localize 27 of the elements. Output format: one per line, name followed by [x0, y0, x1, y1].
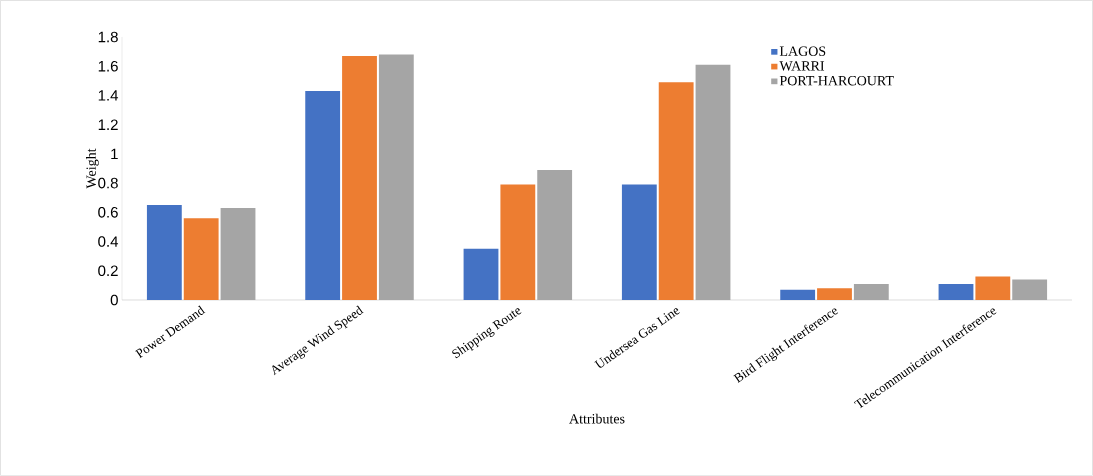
- y-tick-label: 0.4: [98, 236, 119, 247]
- y-tick-label: 0.2: [98, 265, 118, 277]
- bar: [817, 288, 852, 300]
- bar: [463, 248, 499, 300]
- legend-label: LAGOS: [779, 46, 826, 56]
- bar: [621, 184, 657, 300]
- y-tick-label: 1: [111, 148, 118, 160]
- bar: [146, 205, 182, 300]
- y-tick-label: 0: [110, 294, 118, 306]
- bar: [975, 276, 1011, 300]
- bar: [500, 184, 536, 300]
- y-tick-label: 1.2: [98, 119, 118, 130]
- legend-label: WARRI: [779, 61, 825, 71]
- y-tick-label: 0.8: [98, 177, 118, 189]
- y-tick-label: 1.6: [98, 60, 118, 72]
- bar: [305, 91, 341, 300]
- y-tick-label: 0.6: [98, 207, 118, 218]
- bar: [780, 289, 816, 300]
- bar: [938, 283, 974, 300]
- bar: [342, 55, 377, 300]
- bar: [183, 218, 219, 300]
- x-axis-title: Attributes: [569, 413, 625, 424]
- legend-label: PORT-HARCOURT: [779, 75, 894, 86]
- y-tick-label: 1.8: [98, 31, 118, 43]
- y-tick-label: 1.4: [98, 90, 119, 101]
- y-axis-title: Weight: [86, 148, 99, 189]
- bar: [658, 82, 694, 300]
